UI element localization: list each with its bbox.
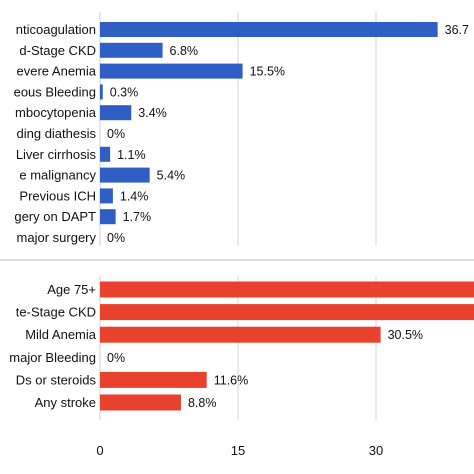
top-label: evere Anemia — [17, 64, 97, 79]
bottom-bar — [100, 371, 207, 388]
top-label: e malignancy — [19, 168, 96, 183]
top-label: Previous ICH — [19, 188, 96, 203]
top-label: ding diathesis — [17, 126, 97, 141]
top-value-label: 1.7% — [123, 210, 152, 224]
top-value-label: 0.3% — [110, 85, 139, 99]
x-tick-label: 0 — [96, 443, 103, 458]
bottom-value-label: 30.5% — [388, 328, 423, 342]
top-bar — [100, 105, 132, 121]
panel-top-bars: nticoagulation 36.7 d-Stage CKD 6.8% evere A… — [14, 22, 469, 245]
x-axis: 0 15 30 — [96, 443, 383, 458]
bottom-value-label: 0% — [107, 351, 125, 365]
bottom-label: Ds or steroids — [16, 372, 97, 387]
top-bar — [100, 188, 113, 204]
bottom-label: Mild Anemia — [25, 327, 97, 342]
top-bar — [100, 209, 116, 225]
x-tick-label: 30 — [369, 443, 383, 458]
bottom-bar — [100, 326, 381, 343]
top-bar — [100, 146, 111, 162]
bottom-label: Any stroke — [35, 395, 96, 410]
top-bar — [100, 63, 243, 79]
bottom-value-label: 8.8% — [188, 396, 217, 410]
bottom-bar — [100, 304, 474, 321]
top-value-label: 0% — [107, 231, 125, 245]
bottom-bar — [100, 394, 181, 411]
top-value-label: 36.7 — [445, 23, 469, 37]
top-bar — [100, 84, 103, 100]
panel-bottom-bars: Age 75+ te-Stage CKD Mild Anemia 30.5% major… — [9, 281, 474, 411]
top-value-label: 5.4% — [157, 169, 186, 183]
top-label: eous Bleeding — [14, 84, 96, 99]
x-tick-label: 15 — [231, 443, 245, 458]
top-label: major surgery — [17, 230, 97, 245]
top-label: d-Stage CKD — [19, 43, 96, 58]
top-bar — [100, 42, 163, 58]
top-value-label: 3.4% — [138, 106, 167, 120]
top-value-label: 0% — [107, 127, 125, 141]
bottom-value-label: 11.6% — [214, 373, 249, 387]
top-value-label: 1.1% — [117, 148, 145, 162]
top-value-label: 6.8% — [170, 44, 199, 58]
top-label: Liver cirrhosis — [16, 147, 97, 162]
top-label: mbocytopenia — [15, 105, 97, 120]
top-bar — [100, 22, 438, 37]
top-label: nticoagulation — [16, 22, 96, 37]
top-bar — [100, 167, 150, 183]
bottom-label: te-Stage CKD — [16, 305, 96, 320]
top-label: gery on DAPT — [14, 209, 96, 224]
top-value-label: 1.4% — [120, 189, 149, 203]
top-value-label: 15.5% — [250, 65, 285, 79]
bottom-label: Age 75+ — [47, 282, 96, 297]
bottom-label: major Bleeding — [9, 350, 96, 365]
bottom-bar — [100, 281, 474, 298]
